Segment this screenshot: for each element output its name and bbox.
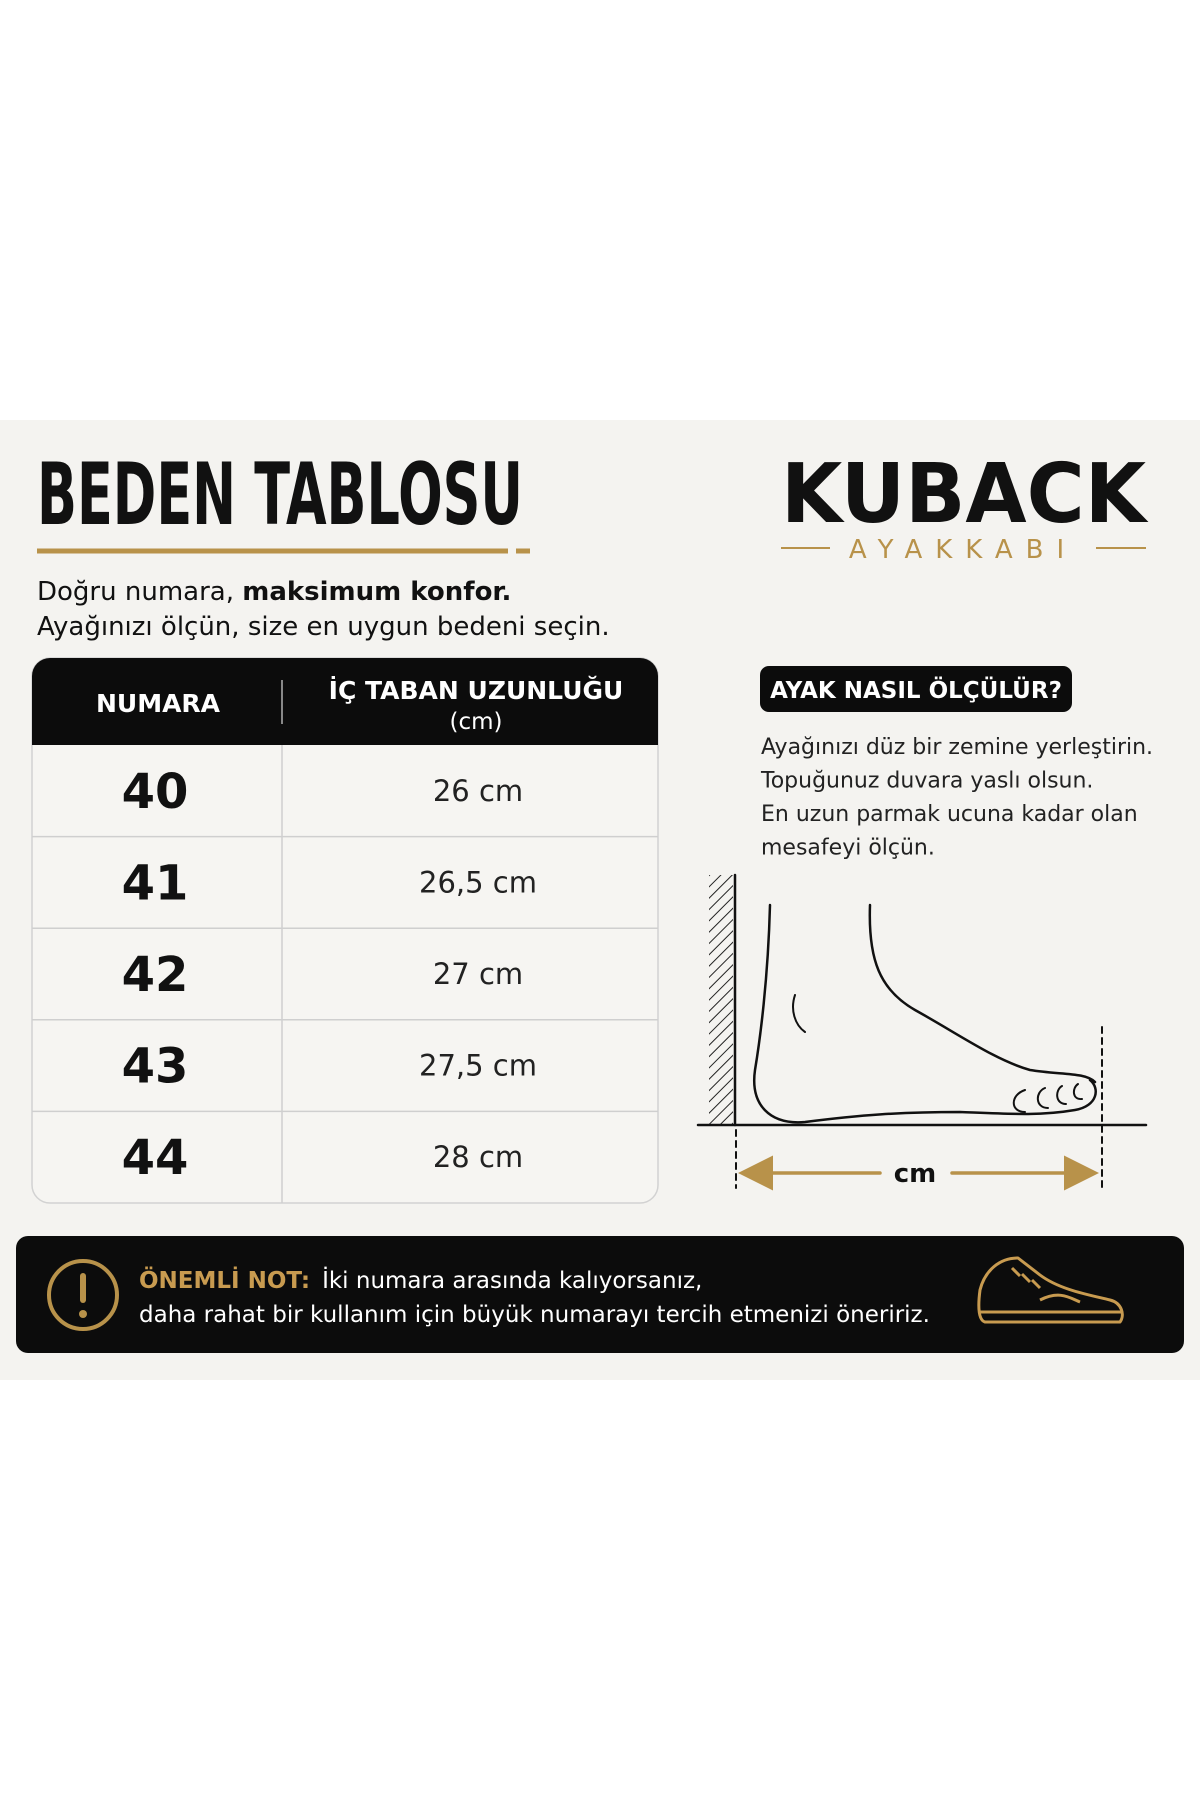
header-length: İÇ TABAN UZUNLUĞU — [329, 675, 624, 705]
brand-sub: AYAKKABI — [849, 535, 1077, 565]
warning-icon-dot — [79, 1310, 87, 1318]
table-header — [32, 658, 658, 745]
note-bar — [16, 1236, 1184, 1353]
foot-top — [868, 903, 1097, 1084]
note-text: İki numara arasında kalıyorsanız, — [322, 1266, 702, 1294]
insole-length: 28 cm — [433, 1140, 523, 1174]
tagline: Doğru numara, maksimum konfor. — [37, 577, 511, 607]
foot-sole — [752, 903, 1097, 1124]
measure-label: cm — [894, 1159, 937, 1189]
header-unit: (cm) — [450, 709, 503, 735]
size-table: NUMARA İÇ TABAN UZUNLUĞU (cm) 40 26 cm 41 2… — [31, 657, 659, 1204]
guide-line: Topuğunuz duvara yaslı olsun. — [760, 769, 1093, 794]
tagline-line2: Ayağınızı ölçün, size en uygun bedeni se… — [37, 612, 610, 642]
size-number: 43 — [122, 1039, 189, 1095]
foot-diagram — [696, 873, 1148, 1191]
insole-length: 26 cm — [433, 774, 523, 808]
size-number: 42 — [122, 947, 189, 1003]
guide-line: mesafeyi ölçün. — [761, 836, 935, 861]
size-number: 40 — [122, 764, 189, 820]
wall-hatch — [709, 875, 733, 1125]
guide-pill — [760, 666, 1072, 712]
toes — [1012, 1083, 1083, 1113]
header-size: NUMARA — [96, 689, 221, 718]
guide-text: Ayağınızı düz bir zemine yerleştirin. Top… — [760, 735, 1153, 861]
note-line1: ÖNEMLİ NOT: İki numara arasında kalıyorsa… — [139, 1266, 702, 1294]
shoe-icon — [977, 1256, 1124, 1324]
size-number: 44 — [122, 1130, 189, 1186]
guide-line: En uzun parmak ucuna kadar olan — [761, 802, 1138, 827]
ankle — [792, 994, 806, 1033]
brand-name: KUBACK — [781, 447, 1149, 542]
tagline-bold: maksimum konfor. — [242, 577, 511, 607]
insole-length: 27 cm — [433, 957, 523, 991]
size-number: 41 — [122, 855, 189, 911]
guide-title: AYAK NASIL ÖLÇÜLÜR? — [770, 676, 1062, 704]
insole-length: 26,5 cm — [419, 865, 537, 899]
note-label: ÖNEMLİ NOT: — [139, 1266, 310, 1294]
note-line2: daha rahat bir kullanım için büyük numar… — [139, 1302, 930, 1328]
title: BEDEN TABLOSU — [37, 445, 523, 545]
tagline-normal: Doğru numara, — [37, 577, 242, 607]
insole-length: 27,5 cm — [419, 1049, 537, 1083]
warning-icon — [47, 1259, 119, 1331]
guide-line: Ayağınızı düz bir zemine yerleştirin. — [761, 735, 1153, 760]
